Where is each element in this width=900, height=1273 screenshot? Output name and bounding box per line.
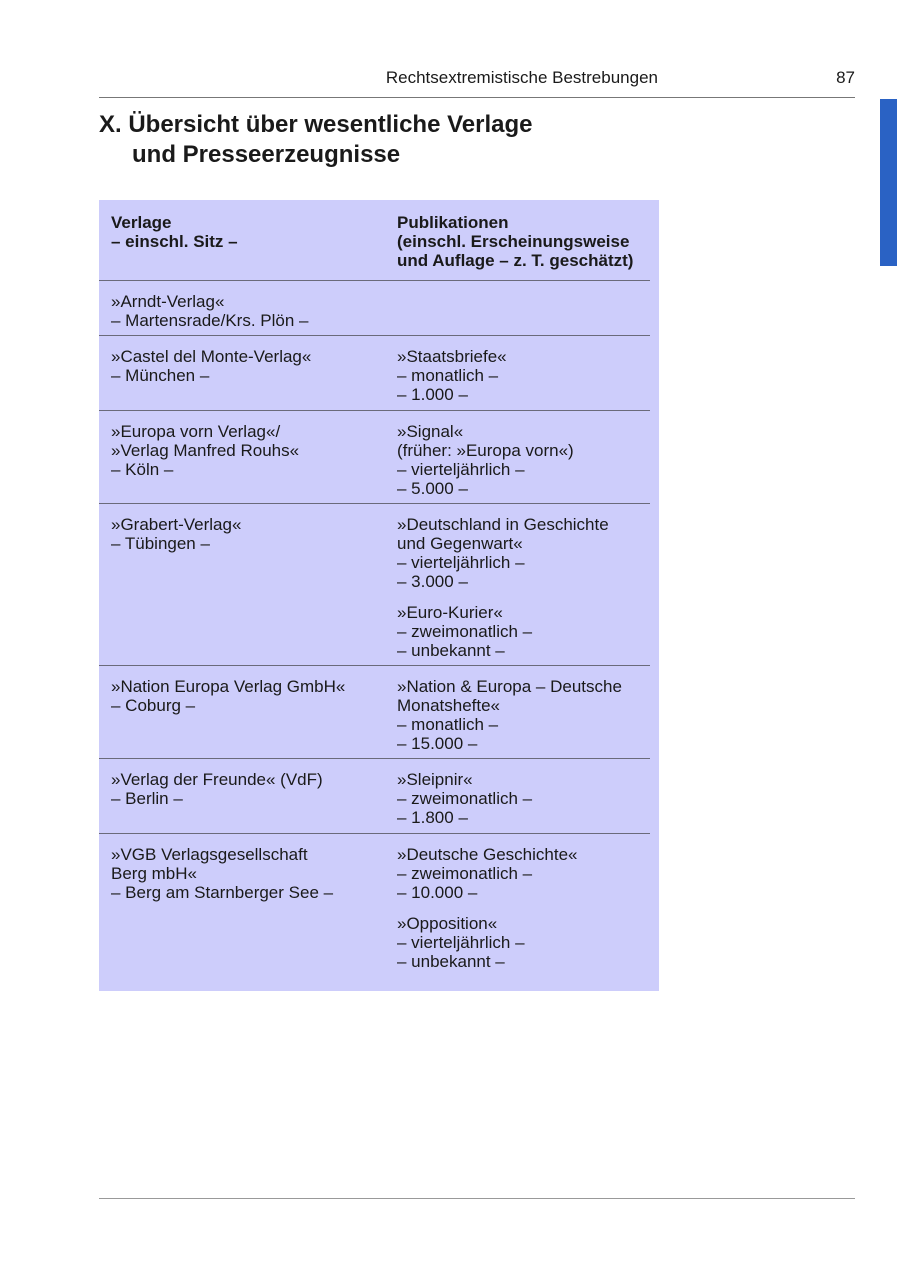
publication-entry: »Deutsche Geschichte« – zweimonatlich – … [397,845,578,902]
publications-cell: »Staatsbriefe« – monatlich – – 1.000 – [397,347,657,404]
table-row: »Grabert-Verlag« – Tübingen – »Deutschlan… [99,503,659,665]
column-header-publikationen: Publikationen (einschl. Erscheinungsweis… [397,213,634,270]
table-row: »Castel del Monte-Verlag« – München – »St… [99,335,659,410]
publication-entry: »Euro-Kurier« – zweimonatlich – – unbeka… [397,603,533,660]
publications-cell: »Signal« (früher: »Europa vorn«) – viert… [397,422,657,498]
chapter-tab-marker [880,99,897,266]
title-line-1: X. Übersicht über wesentliche Verlage [99,111,533,138]
section-title: X. Übersicht über wesentliche Verlage un… [99,110,533,170]
table-row: »Nation Europa Verlag GmbH« – Coburg – »N… [99,665,659,758]
table-header-row: Verlage – einschl. Sitz – Publikationen … [99,200,659,280]
table-row: »VGB Verlagsgesellschaft Berg mbH« – Ber… [99,833,659,991]
publisher-cell: »Nation Europa Verlag GmbH« – Coburg – [111,677,346,715]
running-title: Rechtsextremistische Bestrebungen [385,68,658,87]
publisher-cell: »VGB Verlagsgesellschaft Berg mbH« – Ber… [111,845,334,902]
publications-cell: »Sleipnir« – zweimonatlich – – 1.800 – [397,770,657,827]
publisher-cell: »Grabert-Verlag« – Tübingen – [111,515,242,553]
page-number: 87 [836,68,855,87]
title-line-2: und Presseerzeugnisse [132,141,401,168]
publication-entry: »Opposition« – vierteljährlich – – unbek… [397,914,525,971]
table-row: »Arndt-Verlag« – Martensrade/Krs. Plön – [99,280,659,335]
publication-entry: »Nation & Europa – Deutsche Monatshefte«… [397,677,622,753]
table-row: »Verlag der Freunde« (VdF) – Berlin – »Sl… [99,758,659,833]
table-row: »Europa vorn Verlag«/ »Verlag Manfred Ro… [99,410,659,503]
publications-cell: »Deutschland in Geschichte und Gegenwart… [397,515,657,660]
publishers-table: Verlage – einschl. Sitz – Publikationen … [99,200,659,991]
publications-cell: »Deutsche Geschichte« – zweimonatlich – … [397,845,657,971]
column-header-verlage: Verlage – einschl. Sitz – [111,213,238,251]
publication-entry: »Deutschland in Geschichte und Gegenwart… [397,515,609,591]
publisher-cell: »Europa vorn Verlag«/ »Verlag Manfred Ro… [111,422,300,479]
publication-entry: »Sleipnir« – zweimonatlich – – 1.800 – [397,770,533,827]
publisher-cell: »Verlag der Freunde« (VdF) – Berlin – [111,770,323,808]
publications-cell: »Nation & Europa – Deutsche Monatshefte«… [397,677,657,753]
publisher-cell: »Castel del Monte-Verlag« – München – [111,347,312,385]
publication-entry: »Signal« (früher: »Europa vorn«) – viert… [397,422,574,498]
header-rule [99,97,855,98]
footer-rule [99,1198,855,1199]
publisher-cell: »Arndt-Verlag« – Martensrade/Krs. Plön – [111,292,309,330]
publication-entry: »Staatsbriefe« – monatlich – – 1.000 – [397,347,507,404]
